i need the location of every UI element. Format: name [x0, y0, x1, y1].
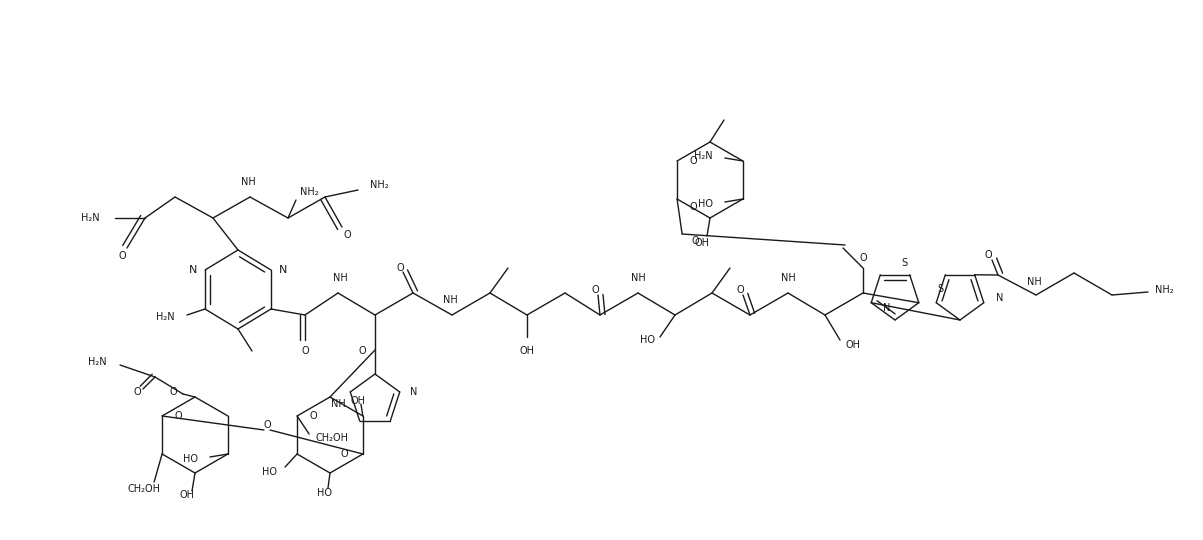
Text: O: O [692, 236, 699, 246]
Text: NH: NH [332, 273, 348, 283]
Text: O: O [340, 449, 348, 459]
Text: O: O [174, 411, 182, 421]
Text: N: N [279, 265, 288, 275]
Text: HO: HO [698, 199, 713, 209]
Text: NH₂: NH₂ [371, 180, 389, 190]
Text: O: O [689, 202, 697, 212]
Text: NH: NH [781, 273, 795, 283]
Text: O: O [591, 285, 599, 295]
Text: O: O [301, 346, 309, 356]
Text: OH: OH [845, 340, 860, 350]
Text: O: O [343, 230, 351, 240]
Text: HO: HO [640, 335, 654, 345]
Text: O: O [358, 346, 366, 356]
Text: O: O [134, 387, 141, 397]
Text: O: O [984, 250, 991, 260]
Text: NH₂: NH₂ [300, 187, 319, 197]
Text: HO: HO [318, 488, 332, 498]
Text: N: N [996, 293, 1003, 303]
Text: NH: NH [331, 399, 345, 409]
Text: HO: HO [183, 454, 198, 464]
Text: OH: OH [350, 396, 366, 406]
Text: NH: NH [443, 295, 457, 305]
Text: NH: NH [241, 177, 255, 187]
Text: O: O [736, 285, 743, 295]
Text: CH₂OH: CH₂OH [128, 484, 160, 494]
Text: O: O [118, 251, 126, 261]
Text: O: O [170, 387, 177, 397]
Text: NH: NH [1026, 277, 1042, 287]
Text: S: S [937, 284, 943, 294]
Text: HO: HO [262, 467, 277, 477]
Text: O: O [396, 263, 404, 273]
Text: N: N [189, 265, 197, 275]
Text: OH: OH [694, 238, 710, 248]
Text: NH₂: NH₂ [1155, 285, 1174, 295]
Text: NH: NH [630, 273, 645, 283]
Text: O: O [263, 420, 271, 430]
Text: OH: OH [520, 346, 534, 356]
Text: O: O [859, 253, 867, 263]
Text: S: S [901, 258, 908, 268]
Text: N: N [883, 303, 890, 313]
Text: N: N [410, 387, 417, 397]
Text: O: O [689, 156, 697, 166]
Text: H₂N: H₂N [694, 151, 713, 161]
Text: H₂N: H₂N [82, 213, 100, 223]
Text: OH: OH [179, 490, 195, 500]
Text: H₂N: H₂N [88, 357, 107, 367]
Text: CH₂OH: CH₂OH [315, 433, 348, 443]
Text: O: O [309, 411, 316, 421]
Text: H₂N: H₂N [156, 312, 174, 322]
